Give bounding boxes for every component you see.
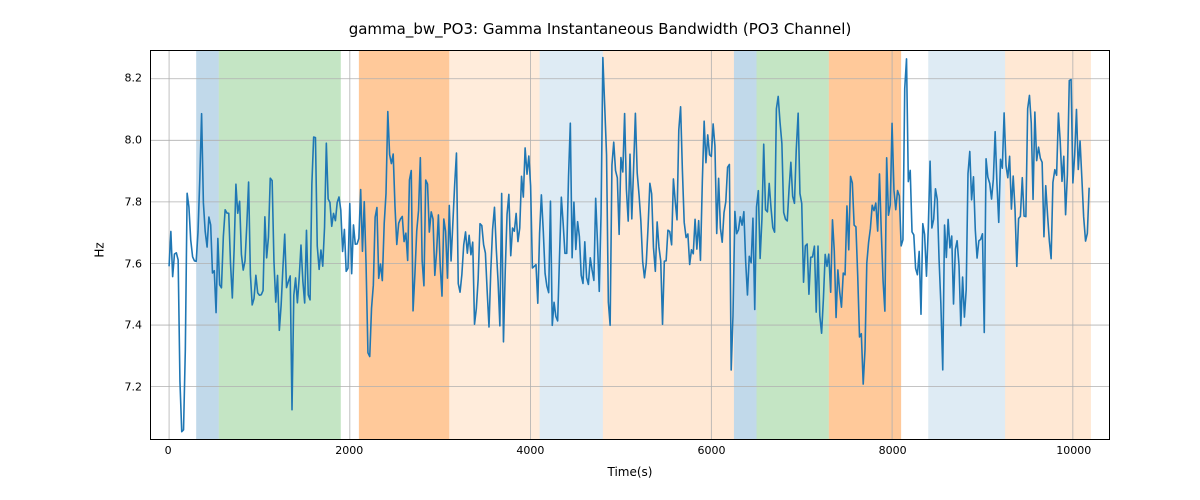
chart-title: gamma_bw_PO3: Gamma Instantaneous Bandwi… <box>0 20 1200 38</box>
y-tick-label: 7.4 <box>125 319 143 332</box>
span-region <box>359 51 449 439</box>
plot-svg <box>151 51 1109 439</box>
y-tick-label: 8.2 <box>125 71 143 84</box>
y-axis-label: Hz <box>93 242 107 257</box>
span-region <box>449 51 539 439</box>
y-tick-label: 7.8 <box>125 195 143 208</box>
x-tick-label: 8000 <box>879 444 907 457</box>
y-tick-label: 7.6 <box>125 257 143 270</box>
span-region <box>603 51 734 439</box>
figure: gamma_bw_PO3: Gamma Instantaneous Bandwi… <box>0 0 1200 500</box>
span-region <box>829 51 901 439</box>
span-region <box>219 51 341 439</box>
x-tick-label: 4000 <box>516 444 544 457</box>
plot-area <box>150 50 1110 440</box>
y-tick-label: 7.2 <box>125 381 143 394</box>
x-axis-label: Time(s) <box>150 465 1110 479</box>
x-tick-label: 0 <box>165 444 172 457</box>
span-region <box>757 51 829 439</box>
x-tick-label: 6000 <box>698 444 726 457</box>
x-tick-label: 10000 <box>1056 444 1091 457</box>
y-tick-label: 8.0 <box>125 133 143 146</box>
x-tick-label: 2000 <box>335 444 363 457</box>
